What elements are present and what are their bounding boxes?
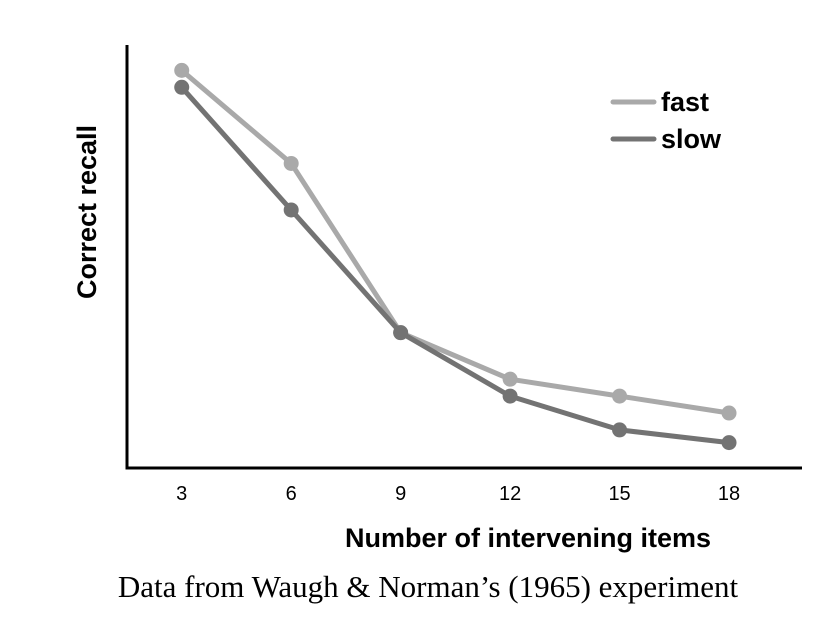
series-line-slow: [179, 84, 732, 446]
x-tick-label: 6: [286, 483, 297, 505]
legend: fast slow: [610, 87, 722, 154]
figure-caption: Data from Waugh & Norman’s (1965) experi…: [118, 569, 739, 604]
data-point-fast: [283, 155, 299, 171]
series-line-fast: [179, 67, 732, 416]
data-point-fast: [721, 405, 737, 421]
y-axis-title: Correct recall: [72, 125, 102, 299]
x-tick-labels: 3 6 9 12 15 18: [176, 483, 740, 505]
data-point-fast: [174, 62, 190, 78]
series-layer: [174, 62, 737, 451]
data-point-fast: [502, 371, 518, 387]
legend-label-fast: fast: [661, 87, 709, 117]
x-tick-label: 9: [395, 483, 406, 505]
x-tick-label: 12: [499, 483, 521, 505]
data-point-slow: [721, 435, 737, 451]
data-point-slow: [283, 202, 299, 218]
x-tick-label: 3: [176, 483, 187, 505]
data-point-slow: [393, 325, 409, 341]
x-tick-label: 18: [718, 483, 740, 505]
data-point-fast: [612, 388, 628, 404]
data-point-slow: [502, 388, 518, 404]
legend-label-slow: slow: [661, 124, 722, 154]
x-axis-title: Number of intervening items: [345, 523, 711, 553]
data-point-slow: [612, 422, 628, 438]
x-tick-label: 15: [608, 483, 630, 505]
data-point-slow: [174, 79, 190, 95]
